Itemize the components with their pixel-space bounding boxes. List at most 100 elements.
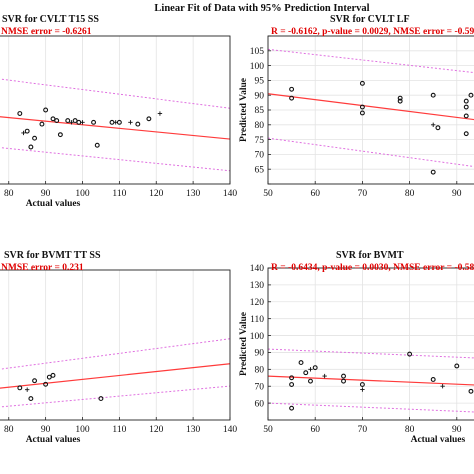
data-point — [65, 118, 71, 124]
data-point — [454, 363, 460, 369]
y-tick-label: 105 — [250, 47, 265, 57]
x-tick-label: 110 — [112, 189, 126, 199]
data-point-plus — [128, 120, 133, 125]
chart-title: SVR for CVLT LF — [330, 14, 410, 25]
data-point — [17, 111, 23, 116]
data-point — [468, 92, 474, 98]
data-point — [32, 135, 38, 141]
x-tick-label: 110 — [112, 425, 126, 435]
data-point-plus — [360, 387, 365, 392]
stats-annotation: R = -0.6162, p-value = 0.0029, NMSE erro… — [271, 27, 474, 37]
data-point — [463, 113, 469, 119]
data-point — [308, 378, 313, 384]
figure-title: Linear Fit of Data with 95% Prediction I… — [154, 3, 369, 14]
fit-line — [0, 116, 230, 140]
axes-box — [0, 269, 231, 421]
x-tick-label: 80 — [4, 189, 14, 199]
stats-annotation: R = -0.6434, p-value = 0.0030, NMSE erro… — [271, 263, 474, 273]
data-point — [57, 132, 63, 138]
data-point — [359, 382, 365, 387]
data-point-plus — [69, 120, 74, 125]
data-point — [463, 98, 469, 104]
data-point — [430, 377, 436, 382]
chart-title: SVR for BVMT TT SS — [4, 250, 101, 261]
x-tick-label: 60 — [310, 425, 320, 435]
data-point — [289, 95, 295, 101]
data-point-plus — [157, 111, 163, 116]
data-point — [359, 104, 365, 110]
x-tick-label: 90 — [452, 189, 462, 199]
data-point — [468, 388, 474, 394]
data-point — [135, 121, 141, 127]
x-tick-label: 90 — [41, 425, 51, 435]
x-tick-label: 70 — [358, 189, 368, 199]
data-point-plus — [80, 120, 85, 125]
chart-title: SVR for CVLT T15 SS — [2, 14, 99, 25]
prediction-lower-line — [0, 147, 230, 172]
x-tick-label: 140 — [223, 425, 238, 435]
data-point — [91, 119, 97, 125]
fit-line — [268, 375, 474, 386]
x-tick-label: 90 — [41, 189, 51, 199]
chart-panel-1: 80 90 100 110 120 130 140 Actual values SVR for … — [0, 14, 237, 209]
plot-area — [268, 268, 474, 420]
stats-annotation: NMSE error = -0.6261 — [1, 27, 92, 37]
data-point — [341, 373, 346, 379]
y-tick-label: 75 — [255, 136, 265, 146]
data-point — [146, 116, 152, 122]
data-point — [463, 104, 469, 110]
data-point-plus — [24, 387, 30, 392]
y-axis-label: Predicted Value — [239, 78, 249, 142]
data-point — [43, 381, 49, 387]
stats-annotation: NMSE error = 0.231 — [1, 263, 84, 273]
data-point-plus — [21, 130, 26, 136]
x-tick-label: 80 — [405, 425, 415, 435]
y-tick-label: 130 — [250, 281, 265, 291]
data-point — [341, 378, 346, 384]
y-axis-label: Predicted Value — [239, 312, 249, 376]
data-point-plus — [440, 384, 445, 389]
data-point — [397, 95, 403, 101]
x-tick-label: 80 — [4, 425, 14, 435]
y-tick-label: 70 — [255, 151, 265, 161]
y-tick-label: 90 — [255, 91, 265, 101]
data-point — [54, 118, 60, 124]
x-tick-label: 60 — [310, 189, 320, 199]
x-axis-label: Actual values — [411, 435, 466, 445]
y-tick-label: 95 — [255, 77, 265, 87]
y-tick-label: 110 — [250, 315, 264, 325]
data-point-plus — [322, 373, 327, 379]
y-tick-label: 90 — [255, 349, 265, 359]
y-tick-label: 80 — [255, 366, 265, 376]
data-point-plus — [113, 120, 118, 125]
data-point — [298, 360, 304, 366]
data-point — [359, 110, 365, 116]
x-tick-label: 120 — [149, 425, 164, 435]
data-point — [289, 86, 295, 92]
x-tick-label: 120 — [149, 189, 164, 199]
data-point — [289, 375, 295, 381]
data-point — [430, 169, 436, 175]
x-tick-label: 130 — [186, 189, 201, 199]
prediction-upper-line — [268, 348, 474, 359]
data-point — [98, 396, 104, 402]
prediction-upper-line — [268, 48, 474, 74]
x-tick-label: 100 — [75, 425, 90, 435]
data-point — [24, 128, 30, 134]
data-point-plus — [308, 367, 313, 372]
data-point — [397, 98, 403, 104]
chart-panel-3: 80 90 100 110 120 130 140 Actual values SVR for … — [0, 250, 237, 445]
data-point — [46, 374, 52, 380]
chart-panel-2: 506070809010065707580859095100105Predict… — [239, 14, 474, 199]
prediction-lower-line — [268, 402, 474, 413]
data-point-plus — [431, 122, 436, 127]
fit-line — [0, 363, 230, 389]
data-point — [303, 370, 309, 376]
data-point — [28, 144, 34, 150]
y-tick-label: 65 — [255, 165, 265, 175]
data-point — [43, 107, 49, 113]
data-point — [50, 116, 56, 122]
data-point — [407, 351, 413, 357]
y-tick-label: 85 — [255, 106, 265, 116]
